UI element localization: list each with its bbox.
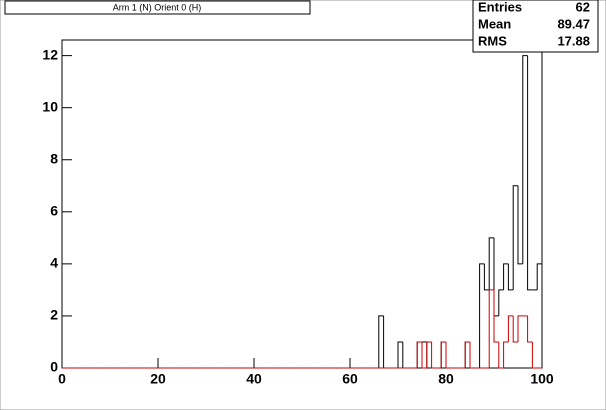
stat-label: Mean — [478, 16, 511, 31]
x-tick-label: 20 — [150, 371, 166, 387]
y-tick-label: 4 — [50, 255, 58, 271]
histogram-bin — [421, 341, 427, 369]
histogram-bin — [503, 263, 509, 290]
histogram-bin — [527, 55, 533, 291]
histogram-bin — [469, 341, 475, 369]
histogram-bin — [483, 263, 490, 291]
histogram-bin — [488, 289, 494, 368]
histogram-bin — [527, 315, 533, 343]
histogram-bin — [531, 341, 538, 369]
histogram-bin — [426, 341, 432, 368]
histogram-bin — [493, 289, 499, 343]
histogram-bin — [464, 341, 470, 368]
histogram-bin — [416, 341, 422, 368]
x-tick-label: 60 — [342, 371, 358, 387]
histogram-bin — [479, 263, 485, 368]
histogram-bin — [488, 237, 494, 290]
histogram-bin — [440, 341, 446, 368]
histogram-bin — [431, 341, 437, 369]
y-tick-label: 8 — [50, 150, 58, 166]
histogram-bin — [498, 289, 504, 316]
histogram-bin — [522, 55, 528, 264]
y-tick-label: 6 — [50, 203, 58, 219]
histogram-bin — [498, 341, 504, 369]
y-tick-label: 10 — [42, 98, 58, 114]
histogram-bin — [507, 315, 514, 342]
stat-value: 17.88 — [557, 33, 590, 48]
stat-value: 89.47 — [557, 16, 590, 31]
histogram-bin — [397, 341, 403, 368]
y-tick-label: 12 — [42, 46, 58, 62]
histogram-bin — [536, 263, 543, 368]
x-tick-label: 100 — [530, 371, 554, 387]
histogram-bin — [512, 315, 518, 343]
y-tick-label: 2 — [50, 307, 58, 323]
histogram-bin — [517, 185, 523, 265]
x-tick-label: 0 — [58, 371, 66, 387]
x-tick-label: 80 — [438, 371, 454, 387]
histogram-bin — [378, 315, 384, 368]
histogram-bin — [445, 341, 451, 369]
chart-title: Arm 1 (N) Orient 0 (H) — [113, 2, 202, 12]
histogram-bin — [512, 185, 518, 290]
histogram-bin — [503, 341, 509, 368]
x-tick-label: 40 — [246, 371, 262, 387]
stats-box — [472, 0, 599, 53]
stat-label: RMS — [478, 33, 507, 48]
stat-label: Entries — [478, 0, 522, 14]
histogram-bin — [517, 315, 523, 342]
stat-value: 62 — [576, 0, 590, 14]
histogram-bin — [507, 263, 514, 291]
title-box — [4, 0, 311, 15]
y-tick-label: 0 — [50, 359, 58, 375]
